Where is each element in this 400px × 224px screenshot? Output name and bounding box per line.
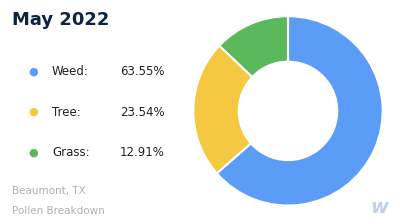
Text: 23.54%: 23.54% bbox=[120, 106, 165, 118]
Text: Grass:: Grass: bbox=[52, 146, 90, 159]
Text: Weed:: Weed: bbox=[52, 65, 89, 78]
Text: Pollen Breakdown: Pollen Breakdown bbox=[12, 206, 105, 216]
Wedge shape bbox=[193, 46, 252, 173]
Wedge shape bbox=[219, 16, 288, 77]
Text: ●: ● bbox=[28, 67, 38, 77]
Text: 12.91%: 12.91% bbox=[120, 146, 165, 159]
Text: Beaumont, TX: Beaumont, TX bbox=[12, 186, 86, 196]
Text: Tree:: Tree: bbox=[52, 106, 81, 118]
Wedge shape bbox=[217, 16, 383, 206]
Text: ●: ● bbox=[28, 147, 38, 157]
Text: w: w bbox=[370, 198, 388, 217]
Text: ●: ● bbox=[28, 107, 38, 117]
Text: 63.55%: 63.55% bbox=[120, 65, 164, 78]
Text: May 2022: May 2022 bbox=[12, 11, 109, 29]
